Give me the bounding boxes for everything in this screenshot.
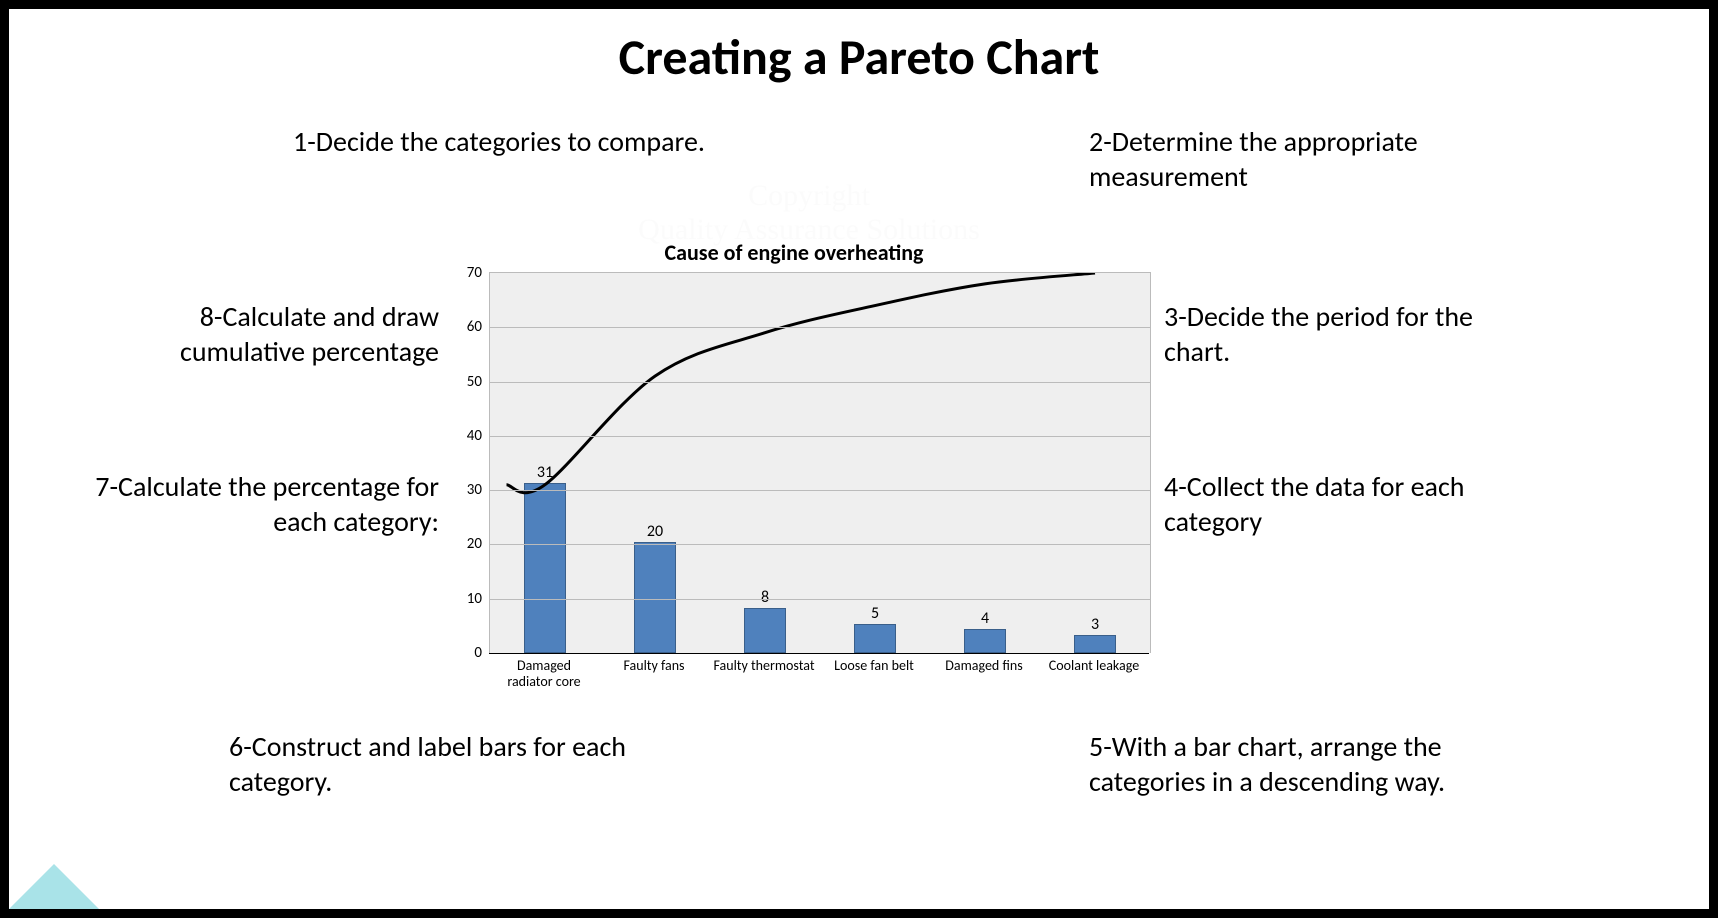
chart-bar-value-label: 20 [635, 522, 675, 543]
chart-ytick-label: 70 [467, 264, 490, 282]
chart-plot-area: 31208543 010203040506070 [489, 272, 1151, 653]
chart-bar: 4 [964, 629, 1006, 653]
chart-bar: 5 [854, 624, 896, 653]
chart-gridline [490, 327, 1150, 328]
corner-accent-icon [0, 864, 109, 918]
chart-bar-slot: 31 [490, 273, 600, 653]
chart-bar-value-label: 31 [525, 463, 565, 484]
chart-ytick-label: 30 [467, 481, 490, 499]
chart-bar-slot: 8 [710, 273, 820, 653]
chart-ytick-label: 40 [467, 427, 490, 445]
page-title: Creating a Pareto Chart [9, 27, 1709, 88]
chart-ytick-label: 20 [467, 535, 490, 553]
chart-ytick-label: 10 [467, 590, 490, 608]
pareto-chart: Cause of engine overheating 31 20 8 5 4 3 0 10… [439, 239, 1149, 690]
step-3: 3-Decide the period for the chart. [1164, 299, 1484, 369]
step-6: 6-Construct and label bars for each cate… [229, 729, 649, 799]
chart-bar: 31 [524, 483, 566, 653]
chart-bar: 8 [744, 608, 786, 653]
step-1: 1-Decide the categories to compare. [289, 124, 709, 159]
chart-xtick-label: Coolant leakage [1039, 654, 1149, 690]
chart-xtick-label: Faulty thermostat [709, 654, 819, 690]
step-2: 2-Determine the appropriate measurement [1089, 124, 1489, 194]
chart-bar-slot: 5 [820, 273, 930, 653]
chart-bar-value-label: 5 [855, 604, 895, 625]
chart-bar: 3 [1074, 635, 1116, 653]
chart-ytick-label: 0 [474, 644, 490, 662]
chart-gridline [490, 544, 1150, 545]
chart-ytick-label: 50 [467, 373, 490, 391]
step-8: 8-Calculate and draw cumulative percenta… [119, 299, 439, 369]
chart-xtick-label: Damaged radiator core [489, 654, 599, 690]
chart-bar-value-label: 4 [965, 609, 1005, 630]
step-5: 5-With a bar chart, arrange the categori… [1089, 729, 1509, 799]
chart-bar-slot: 20 [600, 273, 710, 653]
chart-xtick-label: Damaged fins [929, 654, 1039, 690]
chart-gridline [490, 599, 1150, 600]
chart-bar-slot: 3 [1040, 273, 1150, 653]
chart-x-axis: Damaged radiator coreFaulty fansFaulty t… [489, 653, 1149, 690]
watermark: Copyright Quality Assurance Solutions [529, 179, 1089, 247]
chart-xtick-label: Loose fan belt [819, 654, 929, 690]
chart-ytick-label: 60 [467, 318, 490, 336]
chart-bars: 31 20 8 5 4 3 [490, 273, 1150, 653]
chart-xtick-label: Faulty fans [599, 654, 709, 690]
step-4: 4-Collect the data for each category [1164, 469, 1484, 539]
chart-bar-slot: 4 [930, 273, 1040, 653]
chart-bar-value-label: 3 [1075, 615, 1115, 636]
chart-title: Cause of engine overheating [439, 239, 1149, 266]
chart-gridline [490, 382, 1150, 383]
slide-frame: Creating a Pareto Chart 1-Decide the cat… [0, 0, 1718, 918]
step-7: 7-Calculate the percentage for each cate… [89, 469, 439, 539]
chart-gridline [490, 490, 1150, 491]
chart-gridline [490, 436, 1150, 437]
